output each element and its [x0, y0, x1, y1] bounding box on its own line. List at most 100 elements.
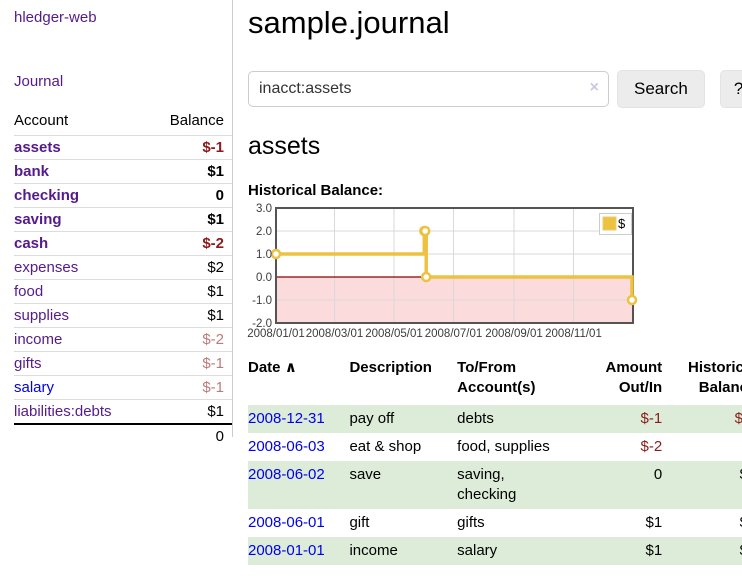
y-tick-label: -2.0	[252, 318, 272, 330]
transaction-balance: $-1	[734, 410, 742, 427]
transaction-balance: $2	[663, 461, 742, 509]
account-balance: $-2	[151, 327, 232, 352]
account-row: expenses $2	[14, 255, 232, 280]
account-link-assets[interactable]: assets	[14, 139, 61, 156]
clear-search-icon[interactable]: ×	[589, 79, 599, 96]
page: hledger-web Journal Account Balance asse…	[0, 0, 742, 565]
data-point-marker	[270, 248, 282, 260]
account-balance: $-2	[151, 231, 232, 256]
account-balance: $1	[151, 399, 232, 424]
account-link-liabilities-debts[interactable]: liabilities:debts	[14, 403, 112, 420]
transaction-amount: $-2	[640, 438, 663, 455]
transaction-balance: 0	[663, 433, 742, 461]
transaction-accounts: food, supplies	[457, 438, 550, 455]
transaction-accounts: gifts	[457, 514, 485, 531]
x-tick-label: 2008/07/01	[425, 328, 483, 340]
transaction-date-link[interactable]: 2008-06-03	[248, 438, 325, 455]
transaction-amount: $1	[645, 542, 663, 559]
chart-label: Historical Balance:	[248, 182, 384, 199]
transaction-description: eat & shop	[349, 438, 422, 455]
data-point-marker	[419, 225, 431, 237]
account-link-income[interactable]: income	[14, 331, 63, 348]
plot-border	[275, 207, 634, 324]
account-link-salary[interactable]: salary	[14, 379, 55, 396]
account-row: saving $1	[14, 207, 232, 232]
account-row: assets $-1	[14, 135, 232, 160]
x-tick-label: 2008/03/01	[306, 328, 364, 340]
x-tick-label: 2008/05/01	[365, 328, 423, 340]
register-header-amount: Amount Out/In	[605, 359, 663, 396]
account-link-saving[interactable]: saving	[14, 211, 62, 228]
y-tick-label: 0.0	[256, 272, 272, 284]
search-bar: × Search ?	[248, 70, 742, 108]
sidebar-item-journal[interactable]: Journal	[14, 73, 64, 90]
sort-ascending-icon: ∧	[284, 359, 297, 376]
page-title: sample.journal	[248, 5, 450, 40]
account-row: income $-2	[14, 327, 232, 352]
account-row: supplies $1	[14, 303, 232, 328]
table-row: 2008-01-01 income salary $1$1	[248, 537, 742, 565]
transaction-date-link[interactable]: 2008-06-02	[248, 466, 325, 483]
account-row: gifts $-1	[14, 351, 232, 376]
date-header-label: Date	[248, 359, 281, 376]
sidebar: hledger-web Journal Account Balance asse…	[0, 0, 233, 448]
transaction-accounts: saving, checking	[457, 466, 517, 503]
table-row: 2008-12-31 pay off debts $-1 $-1	[248, 405, 742, 433]
search-button[interactable]: Search	[617, 70, 705, 108]
app-title-link[interactable]: hledger-web	[14, 9, 97, 26]
transaction-description: save	[349, 466, 382, 483]
y-tick-label: 1.0	[256, 249, 272, 261]
transaction-amount: 0	[653, 466, 663, 483]
account-balance: $1	[151, 207, 232, 232]
legend-label: $	[618, 216, 626, 231]
account-link-supplies[interactable]: supplies	[14, 307, 70, 324]
y-tick-label: -1.0	[252, 295, 272, 307]
transaction-description: income	[349, 542, 398, 559]
account-link-expenses[interactable]: expenses	[14, 259, 79, 276]
transaction-description: gift	[349, 514, 370, 531]
accounts-header-account: Account	[14, 112, 69, 129]
register-header-row: Date ∧ Description To/From Account(s) Am…	[248, 358, 742, 405]
data-point-marker	[626, 294, 638, 306]
y-tick-label: 3.0	[256, 203, 272, 215]
register-header-date[interactable]: Date ∧	[248, 358, 349, 405]
account-balance: $-1	[151, 351, 232, 376]
transaction-accounts: debts	[457, 410, 494, 427]
account-link-checking[interactable]: checking	[14, 187, 80, 204]
help-button[interactable]: ?	[719, 70, 742, 108]
register-header-accounts: To/From Account(s)	[457, 359, 536, 396]
search-input[interactable]	[248, 71, 609, 107]
account-balance: 0	[151, 183, 232, 208]
transaction-date-link[interactable]: 2008-01-01	[248, 542, 325, 559]
x-tick-label: 2008/09/01	[485, 328, 543, 340]
transaction-balance: $1	[663, 537, 742, 565]
app-title: hledger-web	[14, 9, 232, 26]
transaction-date-link[interactable]: 2008-12-31	[248, 410, 325, 427]
accounts-header-balance: Balance	[169, 112, 224, 129]
accounts-header-row: Account Balance	[14, 110, 232, 136]
account-balance: $-1	[151, 375, 232, 400]
transaction-amount: $1	[645, 514, 663, 531]
account-balance: $-1	[151, 135, 232, 160]
account-heading: assets	[248, 132, 321, 160]
account-row: liabilities:debts $1	[14, 399, 232, 424]
table-row: 2008-06-03 eat & shop food, supplies $-20	[248, 433, 742, 461]
account-balance: $1	[151, 279, 232, 304]
account-row: food $1	[14, 279, 232, 304]
historical-balance-chart: $2008/01/01 2008/03/01 2008/05/01 2008/07/0…	[247, 203, 638, 340]
account-link-bank[interactable]: bank	[14, 163, 50, 180]
register-table: Date ∧ Description To/From Account(s) Am…	[248, 358, 742, 565]
account-link-gifts[interactable]: gifts	[14, 355, 42, 372]
account-balance: $1	[151, 159, 232, 184]
transaction-date-link[interactable]: 2008-06-01	[248, 514, 325, 531]
accounts-total-balance: 0	[151, 423, 232, 448]
register-header-balance: Historical Balance	[687, 359, 742, 396]
account-row: checking 0	[14, 183, 232, 208]
search-box: ×	[248, 71, 609, 107]
accounts-table: Account Balance assets $-1 bank $1 checking 0…	[14, 110, 232, 448]
account-link-cash[interactable]: cash	[14, 235, 49, 252]
main-content: sample.journal × Search ? assets Histori…	[233, 0, 742, 565]
account-row: salary $-1	[14, 375, 232, 400]
data-point-marker	[420, 271, 432, 283]
account-link-food[interactable]: food	[14, 283, 44, 300]
